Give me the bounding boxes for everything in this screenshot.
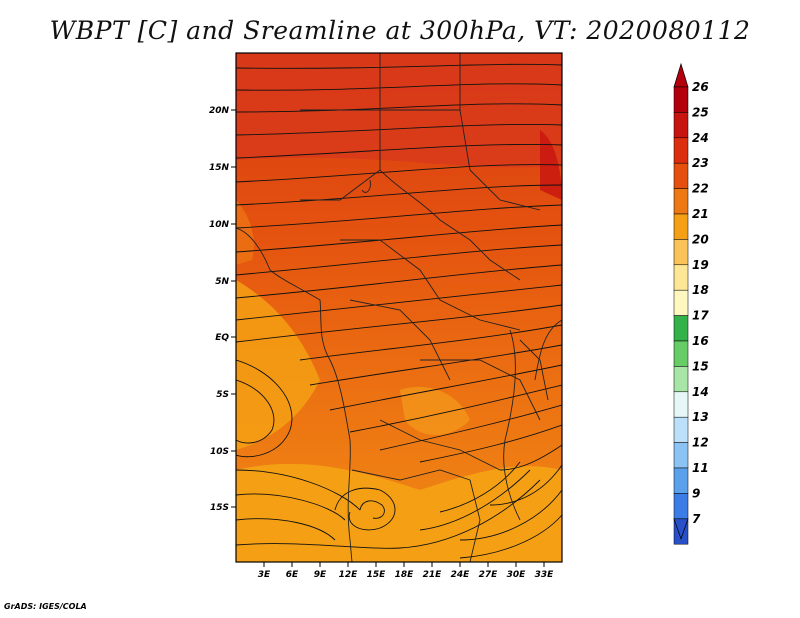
country-borders (236, 53, 562, 562)
colorbar-label: 7 (692, 512, 701, 526)
colorbar-segment (673, 213, 689, 240)
colorbar-segment (673, 416, 689, 443)
colorbar-segment (673, 112, 689, 139)
colorbar-label: 14 (692, 385, 709, 399)
colorbar-segment (673, 86, 689, 113)
colorbar-label: 15 (692, 359, 709, 373)
lon-label: 27E (479, 570, 499, 580)
lon-label: 6E (286, 570, 299, 580)
colorbar-segment (673, 137, 689, 164)
longitude-axis (263, 562, 545, 567)
lat-label: 20N (209, 106, 230, 116)
latitude-labels: 20N 15N 10N 5N EQ 5S 10S 15S (209, 106, 230, 513)
colorbar-segment (673, 264, 689, 291)
colorbar-label: 23 (692, 156, 709, 170)
colorbar-label: 22 (692, 182, 709, 196)
colorbar-label: 18 (692, 283, 709, 297)
lat-label: 15N (209, 163, 230, 173)
lon-label: 3E (258, 570, 271, 580)
latitude-axis (231, 109, 236, 508)
lon-label: 24E (451, 570, 471, 580)
colorbar-label: 13 (692, 410, 709, 424)
lat-label: 10S (210, 447, 229, 457)
colorbar-segment (673, 442, 689, 469)
colorbar-label: 19 (692, 258, 709, 272)
colorbar-segment (673, 162, 689, 189)
colorbar-segment (673, 315, 689, 342)
colorbar: 26 25 24 23 22 21 20 19 18 17 16 15 14 13 12 11 9 7 (673, 62, 709, 545)
temperature-field (236, 53, 562, 562)
lat-label: EQ (215, 333, 229, 343)
lon-label: 15E (367, 570, 387, 580)
colorbar-label: 9 (692, 486, 700, 500)
map-title: WBPT [C] and Sreamline at 300hPa, VT: 20… (49, 16, 751, 45)
longitude-labels: 3E 6E 9E 12E 15E 18E 21E 24E 27E 30E 33E (258, 570, 554, 580)
lat-label: 5S (216, 390, 229, 400)
colorbar-segment (673, 391, 689, 418)
colorbar-segment (673, 493, 689, 520)
lat-label: 5N (215, 277, 229, 287)
colorbar-label: 21 (692, 207, 709, 221)
colorbar-segment (673, 467, 689, 494)
lat-label: 10N (209, 220, 230, 230)
colorbar-label: 16 (692, 334, 709, 348)
colorbar-label: 26 (692, 80, 709, 94)
lon-label: 9E (314, 570, 327, 580)
colorbar-label: 25 (692, 105, 709, 119)
streamlines (236, 63, 562, 559)
colorbar-label: 20 (692, 232, 709, 246)
colorbar-bottom-arrow (673, 518, 689, 540)
colorbar-label: 11 (692, 461, 709, 475)
colorbar-label: 24 (692, 131, 709, 145)
lon-label: 18E (395, 570, 415, 580)
lon-label: 21E (423, 570, 443, 580)
colorbar-top-arrow (673, 62, 689, 88)
colorbar-label: 17 (692, 309, 709, 323)
colorbar-segment (673, 239, 689, 266)
lon-label: 33E (535, 570, 555, 580)
map-frame (235, 52, 563, 563)
colorbar-segment (673, 289, 689, 316)
lat-label: 15S (210, 503, 229, 513)
colorbar-label: 12 (692, 436, 709, 450)
lon-label: 12E (339, 570, 359, 580)
lon-label: 30E (507, 570, 527, 580)
grads-credit: GrADS: IGES/COLA (4, 602, 87, 611)
colorbar-segment (673, 366, 689, 393)
colorbar-segment (673, 340, 689, 367)
colorbar-segment (673, 188, 689, 215)
